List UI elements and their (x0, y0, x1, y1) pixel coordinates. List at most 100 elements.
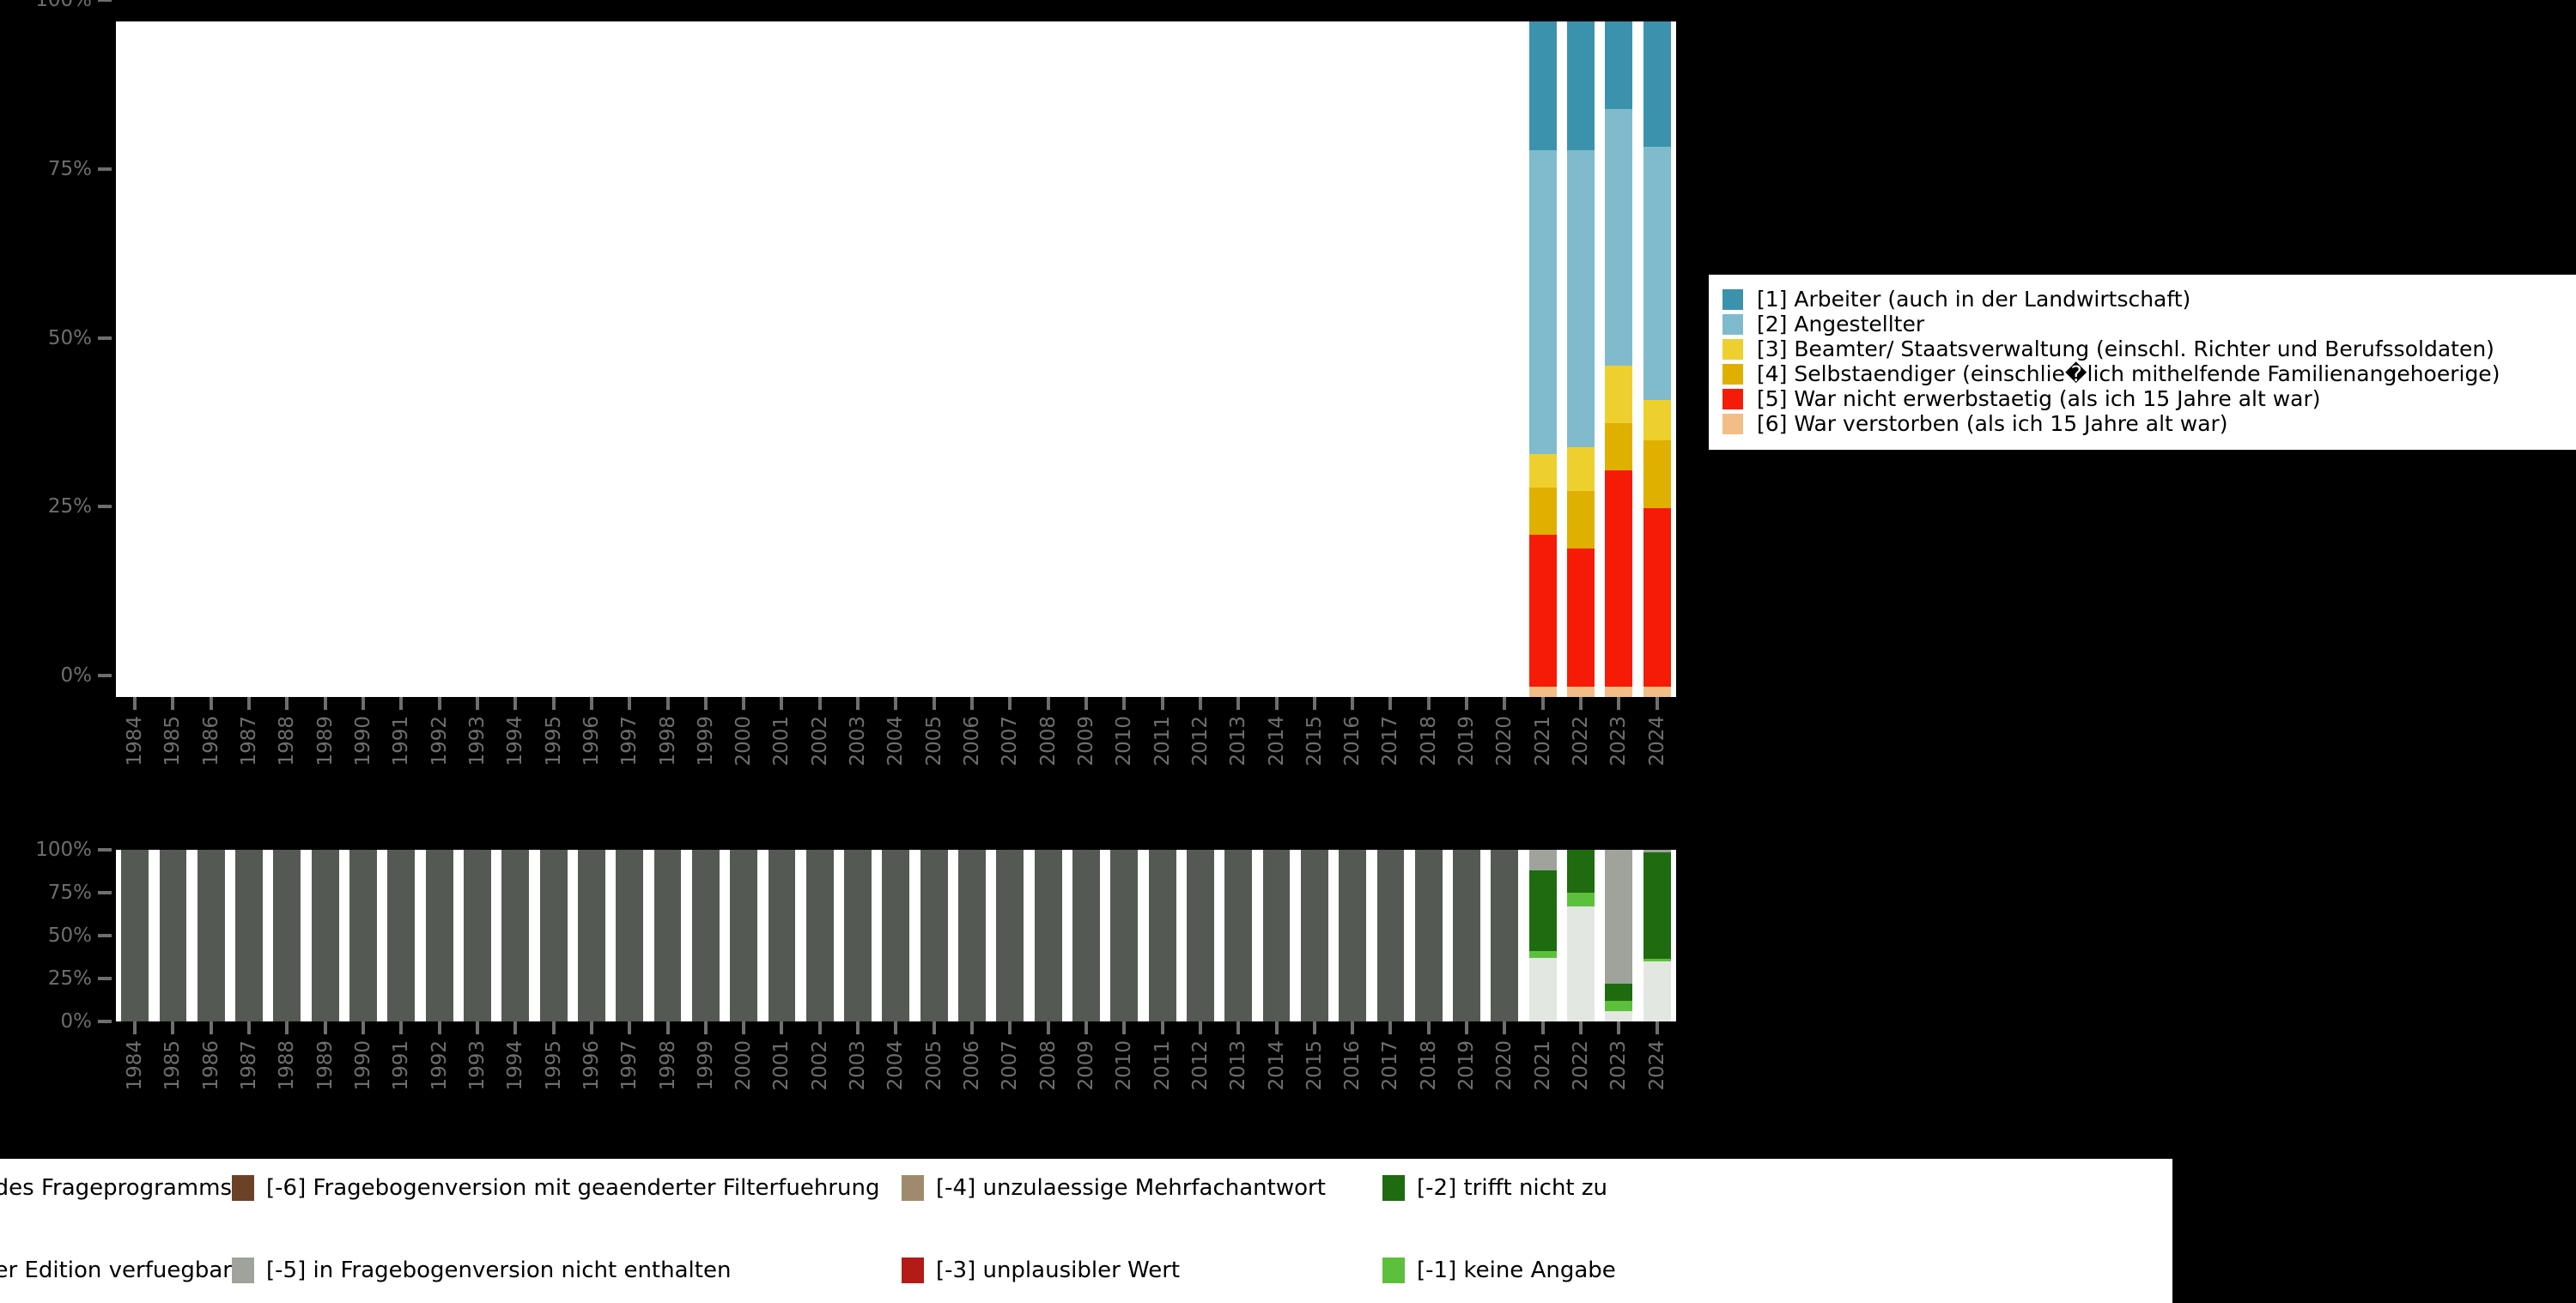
stacked-bar[interactable] (730, 21, 757, 697)
bar-segment[interactable] (1605, 850, 1633, 984)
bar-segment[interactable] (1034, 850, 1062, 1021)
bar-column[interactable] (762, 850, 800, 1021)
bar-segment[interactable] (1528, 21, 1557, 150)
bar-column[interactable] (1562, 21, 1600, 697)
status-legend-item[interactable]: [-4] unzulaessige Mehrfachantwort (902, 1175, 1382, 1201)
bar-column[interactable] (1410, 850, 1448, 1021)
stacked-bar[interactable] (1035, 21, 1062, 697)
bar-column[interactable] (1067, 21, 1105, 697)
bar-segment[interactable] (1643, 146, 1671, 400)
bar-segment[interactable] (1186, 850, 1214, 1021)
bar-segment[interactable] (1567, 906, 1595, 1021)
bar-segment[interactable] (1605, 366, 1633, 424)
bar-column[interactable] (534, 21, 572, 697)
bar-segment[interactable] (1605, 687, 1633, 697)
bar-segment[interactable] (425, 850, 453, 1021)
bar-segment[interactable] (159, 850, 187, 1021)
bar-column[interactable] (1410, 21, 1448, 697)
bar-column[interactable] (611, 21, 648, 697)
stacked-bar[interactable] (1148, 850, 1176, 1021)
stacked-bar[interactable] (1528, 850, 1557, 1021)
bar-column[interactable] (1600, 21, 1637, 697)
stacked-bar[interactable] (616, 21, 643, 697)
bar-column[interactable] (154, 21, 191, 697)
bar-column[interactable] (573, 21, 611, 697)
bar-column[interactable] (1182, 850, 1219, 1021)
bar-segment[interactable] (1567, 687, 1595, 697)
bar-segment[interactable] (235, 850, 264, 1021)
bar-column[interactable] (1219, 850, 1257, 1021)
bar-column[interactable] (725, 850, 762, 1021)
bar-segment[interactable] (1110, 850, 1139, 1021)
stacked-bar[interactable] (692, 21, 720, 697)
bar-segment[interactable] (539, 850, 568, 1021)
bar-column[interactable] (268, 850, 306, 1021)
bar-segment[interactable] (349, 850, 377, 1021)
bar-segment[interactable] (958, 850, 986, 1021)
bar-column[interactable] (1105, 21, 1143, 697)
bar-segment[interactable] (1148, 850, 1176, 1021)
stacked-bar[interactable] (1643, 850, 1671, 1021)
stacked-bar[interactable] (769, 21, 796, 697)
bar-column[interactable] (496, 21, 534, 697)
bar-segment[interactable] (653, 850, 682, 1021)
status-legend-item[interactable]: Variable nur in eingeschraenkter Edition… (0, 1258, 232, 1283)
stacked-bar[interactable] (1415, 21, 1443, 697)
stacked-bar[interactable] (1301, 21, 1328, 697)
bar-segment[interactable] (1605, 21, 1633, 110)
bar-segment[interactable] (1643, 850, 1671, 852)
bar-column[interactable] (230, 21, 268, 697)
bar-column[interactable] (1030, 850, 1067, 1021)
stacked-bar[interactable] (1491, 850, 1519, 1021)
legend-item[interactable]: [5] War nicht erwerbstaetig (als ich 15 … (1722, 386, 2576, 411)
bar-column[interactable] (116, 850, 154, 1021)
bar-segment[interactable] (464, 850, 491, 1021)
bar-segment[interactable] (1643, 399, 1671, 440)
bar-segment[interactable] (1528, 535, 1557, 688)
stacked-bar[interactable] (730, 850, 758, 1021)
bar-column[interactable] (648, 850, 686, 1021)
bar-segment[interactable] (805, 850, 834, 1021)
bar-segment[interactable] (1528, 951, 1557, 958)
stacked-bar[interactable] (1376, 850, 1405, 1021)
stacked-bar[interactable] (1643, 21, 1671, 697)
bar-column[interactable] (687, 21, 725, 697)
stacked-bar[interactable] (616, 850, 644, 1021)
bar-segment[interactable] (1605, 109, 1633, 367)
bar-column[interactable] (953, 21, 991, 697)
stacked-bar[interactable] (1491, 21, 1518, 697)
bar-column[interactable] (1524, 850, 1562, 1021)
stacked-bar[interactable] (1034, 850, 1062, 1021)
bar-segment[interactable] (1072, 850, 1100, 1021)
bar-column[interactable] (1257, 21, 1295, 697)
stacked-bar[interactable] (387, 21, 415, 697)
bar-column[interactable] (573, 850, 611, 1021)
bar-segment[interactable] (1567, 149, 1595, 447)
stacked-bar[interactable] (273, 21, 301, 697)
stacked-bar[interactable] (844, 21, 872, 697)
bar-column[interactable] (382, 850, 420, 1021)
bar-column[interactable] (1600, 850, 1637, 1021)
stacked-bar[interactable] (1339, 850, 1367, 1021)
bar-segment[interactable] (1567, 446, 1595, 491)
bar-segment[interactable] (1643, 959, 1671, 961)
bar-segment[interactable] (1491, 850, 1519, 1021)
bar-column[interactable] (1638, 850, 1676, 1021)
stacked-bar[interactable] (1339, 21, 1366, 697)
bar-segment[interactable] (1528, 870, 1557, 951)
bar-column[interactable] (801, 850, 839, 1021)
bar-segment[interactable] (1605, 470, 1633, 688)
stacked-bar[interactable] (312, 21, 339, 697)
bar-segment[interactable] (197, 850, 225, 1021)
stacked-bar[interactable] (920, 850, 948, 1021)
stacked-bar[interactable] (654, 21, 682, 697)
bar-column[interactable] (1448, 21, 1485, 697)
bar-segment[interactable] (1567, 21, 1595, 150)
bar-column[interactable] (1371, 850, 1409, 1021)
stacked-bar[interactable] (540, 21, 568, 697)
bar-segment[interactable] (1643, 687, 1671, 697)
bar-segment[interactable] (996, 850, 1024, 1021)
bar-column[interactable] (534, 850, 572, 1021)
bar-column[interactable] (459, 21, 496, 697)
stacked-bar[interactable] (160, 21, 187, 697)
